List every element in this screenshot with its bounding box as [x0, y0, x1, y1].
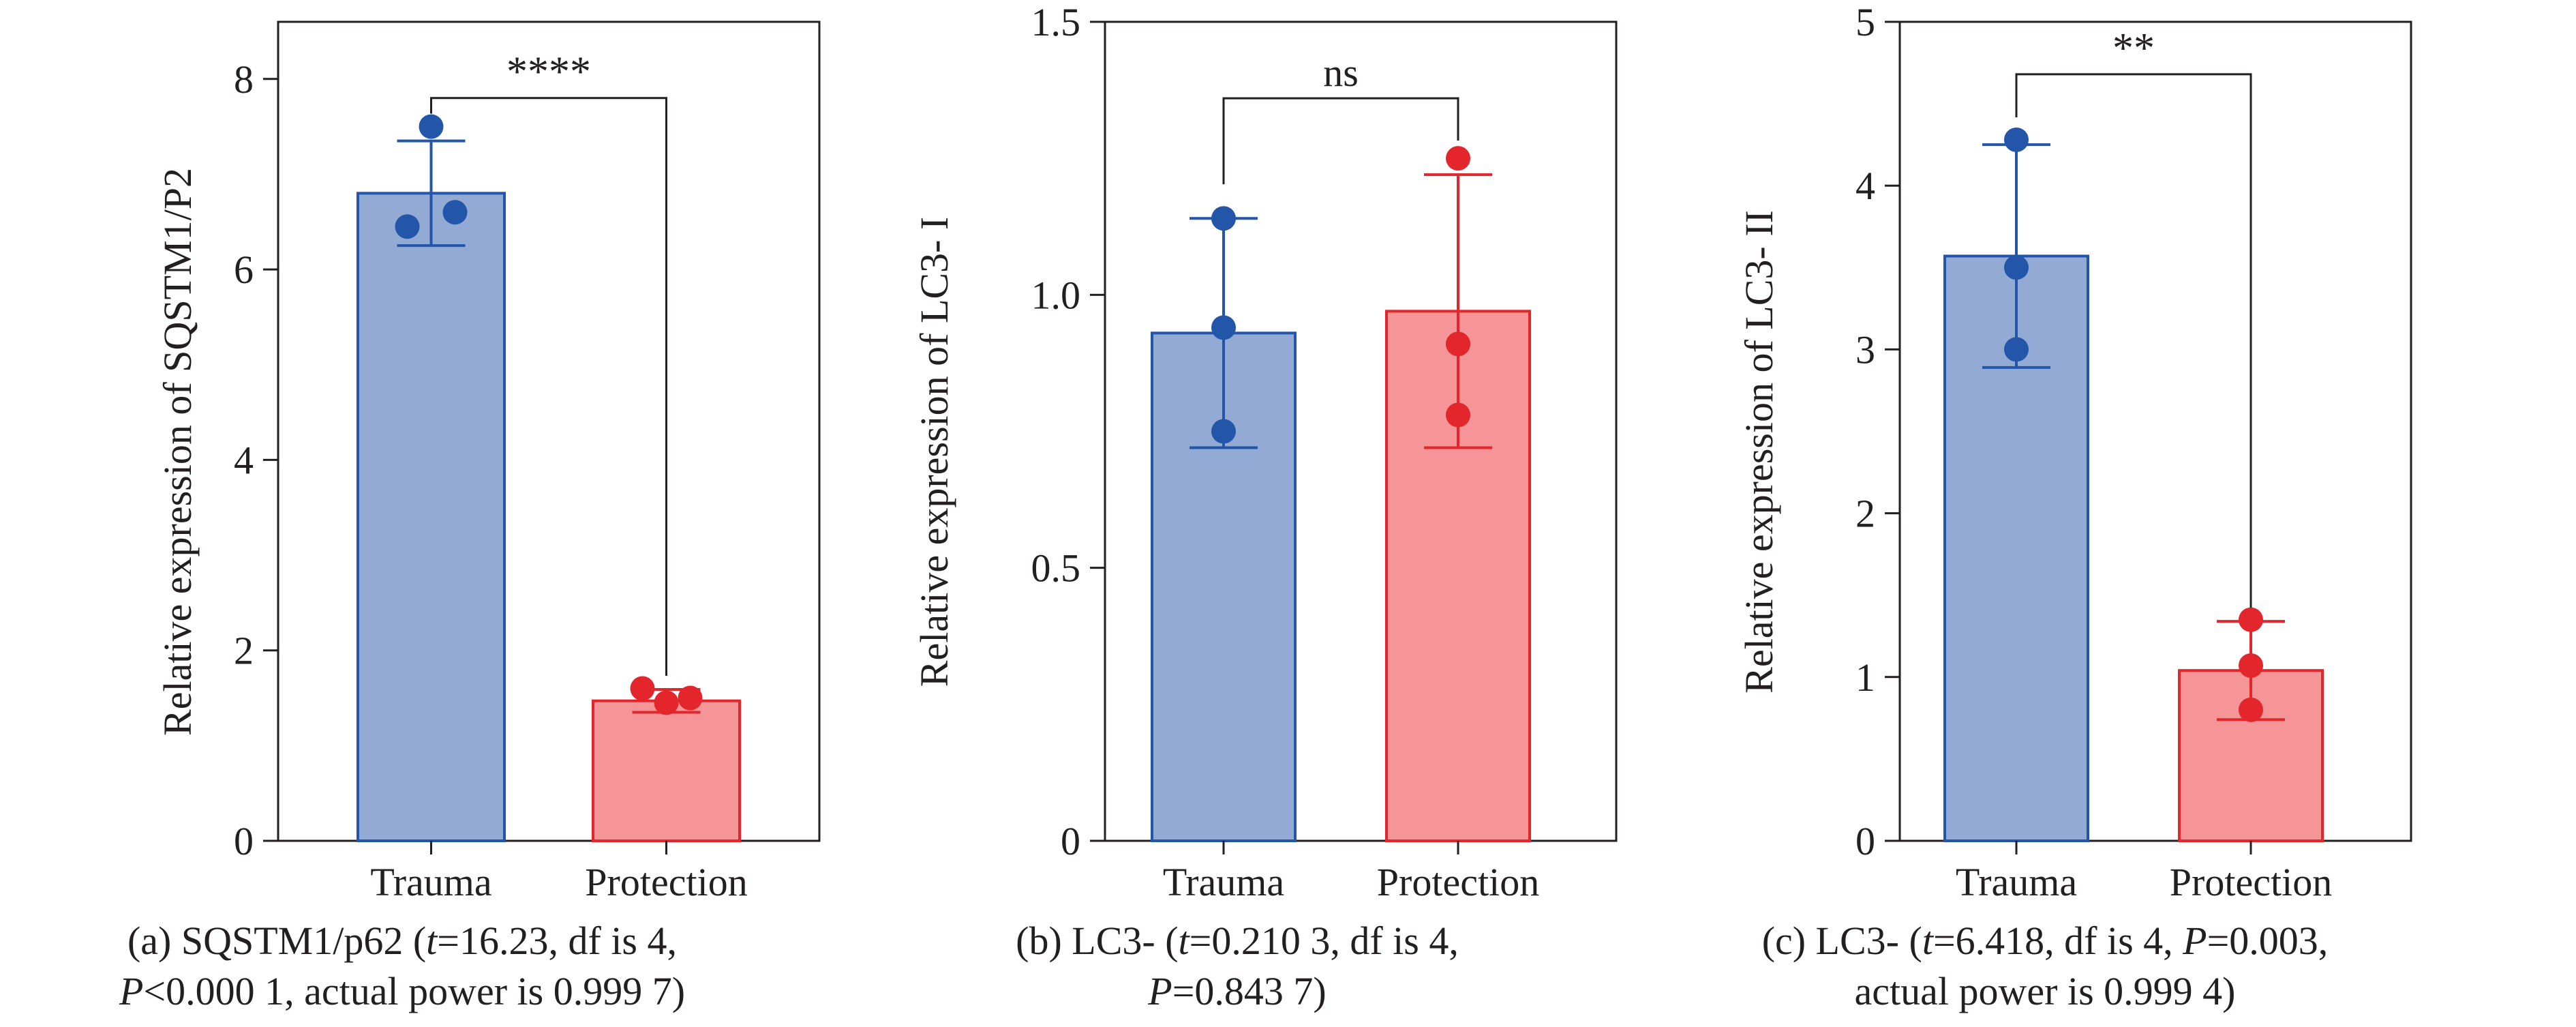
- panel-c-category-label: Trauma: [1956, 860, 2077, 904]
- caption-a-line1: (a) SQSTM1/p62 (t=16.23, df is 4,: [127, 919, 678, 963]
- panel-b-significance-label: ns: [1323, 50, 1359, 95]
- panel-a-ytick-label: 6: [234, 248, 254, 292]
- panel-b-data-point: [1211, 206, 1236, 231]
- caption-b-line2: P=0.843 7): [1148, 969, 1327, 1013]
- panel-c-significance-bracket: [2015, 73, 2252, 608]
- panel-b-frame: [1104, 20, 1618, 842]
- panel-b-category-label: Protection: [1377, 860, 1539, 904]
- panel-c-y-axis-label: Relative expression of LC3- II: [1737, 210, 1781, 694]
- panel-b-ytick-label: 1.0: [1031, 273, 1081, 317]
- caption-b-line1: (b) LC3- (t=0.210 3, df is 4,: [1016, 919, 1459, 963]
- panel-c-data-point: [2004, 255, 2029, 280]
- panel-a-ytick-label: 0: [234, 819, 254, 863]
- caption-c-line1: (c) LC3- (t=6.418, df is 4, P=0.003,: [1761, 919, 2329, 963]
- panel-a-bar-trauma: [357, 192, 506, 843]
- panel-b-data-point: [1446, 146, 1470, 171]
- panel-c-data-point: [2239, 607, 2263, 632]
- panel-a-frame: [277, 20, 821, 842]
- panel-a-data-point: [419, 114, 444, 139]
- caption-a-line2: P<0.000 1, actual power is 0.999 7): [119, 969, 686, 1013]
- panel-c-ytick-label: 5: [1855, 0, 1875, 44]
- panel-a-significance-bracket: [430, 97, 667, 676]
- panel-c-ytick-label: 0: [1855, 819, 1875, 863]
- panel-a-category-label: Trauma: [370, 860, 491, 904]
- panel-c-data-point: [2004, 127, 2029, 152]
- panel-a-data-point: [442, 200, 468, 225]
- panel-b-ytick-label: 0.5: [1031, 546, 1081, 591]
- panel-a-ytick-label: 8: [234, 57, 254, 102]
- caption-c: (c) LC3- (t=6.418, df is 4, P=0.003, act…: [1650, 916, 2440, 1017]
- panel-a-data-point: [395, 214, 420, 239]
- panel-a-y-axis-label: Relative expression of SQSTM1/P2: [155, 168, 200, 736]
- panel-c-significance-label: **: [2112, 25, 2155, 72]
- panel-c-ytick-label: 2: [1855, 492, 1875, 536]
- panel-b-data-point: [1446, 402, 1470, 428]
- panel-b-category-label: Trauma: [1163, 860, 1284, 904]
- panel-a-bar-protection: [592, 699, 741, 842]
- panel-c-ytick-label: 3: [1855, 327, 1875, 372]
- panel-a-category-label: Protection: [585, 860, 747, 904]
- panel-c-ytick-label: 1: [1855, 655, 1875, 700]
- panel-a-data-point: [630, 676, 655, 701]
- panel-a-significance-label: ****: [506, 49, 591, 95]
- panel-b-ytick-label: 0: [1061, 819, 1080, 863]
- panel-c-data-point: [2239, 697, 2263, 722]
- panel-b-y-axis-label: Relative expression of LC3- I: [912, 217, 956, 687]
- panel-b-significance-bracket: [1222, 97, 1459, 185]
- caption-b: (b) LC3- (t=0.210 3, df is 4, P=0.843 7): [852, 916, 1622, 1017]
- panel-a-ytick-label: 4: [234, 438, 254, 482]
- panel-c-frame: [1898, 20, 2412, 842]
- panel-a-data-point: [654, 690, 679, 715]
- panel-c-category-label: Protection: [2170, 860, 2332, 904]
- panel-a-data-point: [678, 685, 703, 711]
- panel-c-data-point: [2239, 653, 2263, 678]
- panel-c-ytick-label: 4: [1855, 164, 1875, 208]
- panel-b-data-point: [1446, 331, 1470, 357]
- caption-c-line2: actual power is 0.999 4): [1854, 969, 2236, 1013]
- caption-a: (a) SQSTM1/p62 (t=16.23, df is 4, P<0.00…: [0, 916, 804, 1017]
- panel-b-data-point: [1211, 315, 1236, 340]
- panel-c-data-point: [2004, 337, 2029, 362]
- panel-a-ytick-label: 2: [234, 629, 254, 673]
- panel-b-ytick-label: 1.5: [1031, 0, 1081, 44]
- panel-b-data-point: [1211, 419, 1236, 444]
